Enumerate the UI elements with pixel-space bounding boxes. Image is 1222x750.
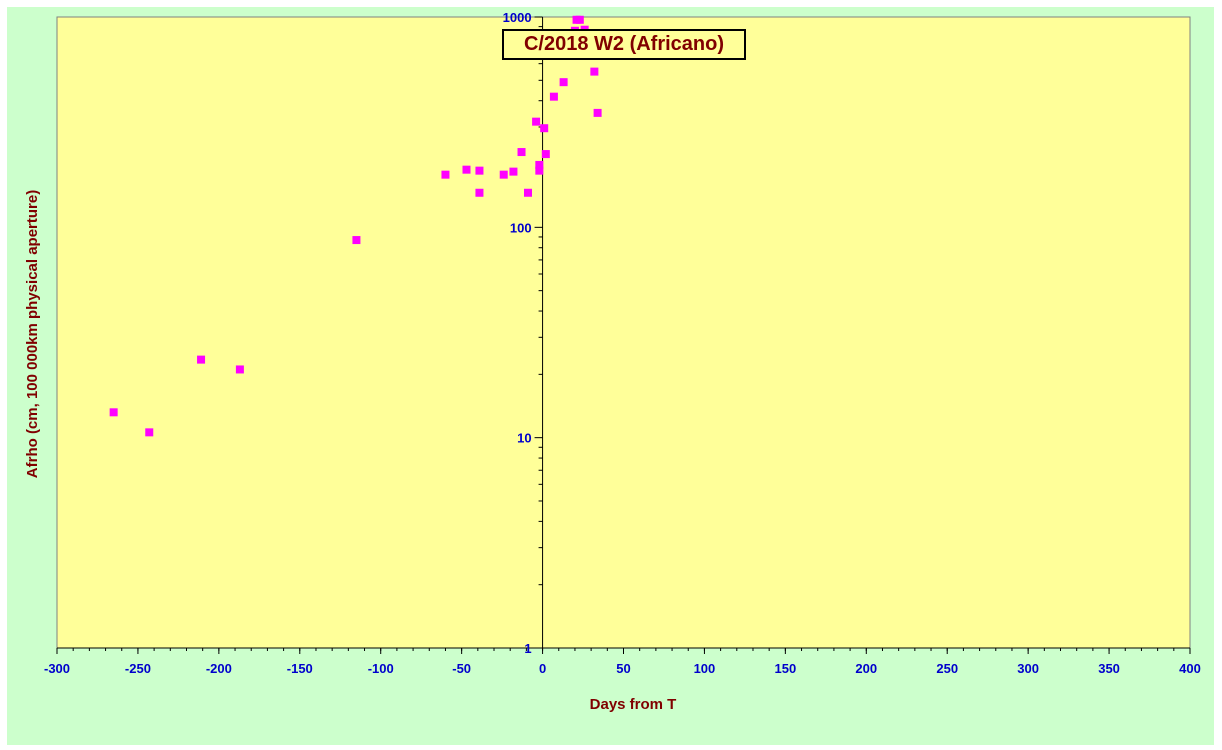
chart-area: -300 -250 -200 -150 -100 -50 0 50 100 150 200 250 30… (7, 7, 1214, 745)
data-point (535, 160, 544, 169)
x-tick-labels: -300 -250 -200 -150 -100 -50 0 50 100 150 200 250 30… (44, 661, 1201, 676)
data-point (499, 170, 508, 179)
data-point (509, 167, 518, 176)
y-tick-label: 100 (510, 220, 532, 235)
data-point (541, 150, 550, 159)
data-point (590, 67, 599, 76)
x-tick-label: 100 (694, 661, 716, 676)
y-tick-labels: 1 10 100 1000 (503, 10, 532, 656)
data-point (559, 78, 568, 87)
data-point (532, 117, 541, 126)
data-point (462, 165, 471, 174)
data-point (475, 188, 484, 197)
x-major-ticks (56, 648, 1191, 654)
y-tick-label: 1000 (503, 10, 532, 25)
x-tick-label: 150 (775, 661, 797, 676)
data-point (575, 15, 584, 24)
x-tick-label: 250 (936, 661, 958, 676)
y-axis-title: Afrho (cm, 100 000km physical aperture) (24, 190, 41, 478)
x-tick-label: -100 (368, 661, 394, 676)
chart-title-box: C/2018 W2 (Africano) (502, 29, 746, 60)
data-point (197, 355, 206, 364)
data-point (475, 166, 484, 175)
x-tick-label: 400 (1179, 661, 1201, 676)
x-tick-label: 200 (855, 661, 877, 676)
x-tick-label: -150 (287, 661, 313, 676)
data-point (145, 428, 154, 437)
data-point (517, 148, 526, 157)
y-tick-label: 10 (517, 431, 531, 446)
data-point (352, 236, 361, 245)
y-tick-label: 1 (524, 641, 531, 656)
data-point (441, 170, 450, 179)
data-point (524, 188, 533, 197)
x-tick-label: -300 (44, 661, 70, 676)
data-point (540, 124, 549, 133)
x-tick-label: 350 (1098, 661, 1120, 676)
x-tick-label: -250 (125, 661, 151, 676)
x-tick-label: -50 (452, 661, 471, 676)
data-point (549, 92, 558, 101)
data-point (535, 166, 544, 175)
chart-title: C/2018 W2 (Africano) (523, 33, 725, 55)
x-tick-label: -200 (206, 661, 232, 676)
x-tick-label: 0 (539, 661, 546, 676)
x-axis-title: Days from T (590, 696, 677, 713)
x-tick-label: 50 (616, 661, 630, 676)
scatter-chart: -300 -250 -200 -150 -100 -50 0 50 100 150 200 250 30… (24, 10, 1201, 713)
plot-area (56, 16, 1191, 649)
data-point (109, 408, 118, 417)
data-point (593, 108, 602, 117)
data-point (235, 365, 244, 374)
x-tick-label: 300 (1017, 661, 1039, 676)
